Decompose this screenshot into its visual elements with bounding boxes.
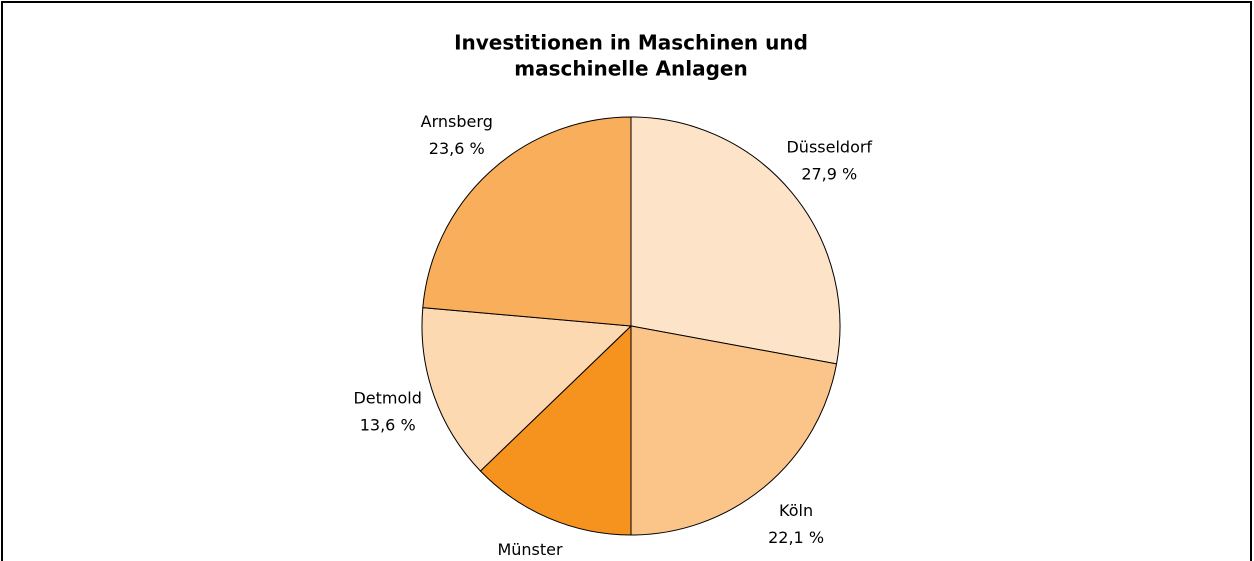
value-label: 23,6 %: [429, 139, 485, 158]
value-label: 27,9 %: [801, 164, 857, 183]
chart-title: Investitionen in Maschinen und: [454, 31, 808, 55]
pie-slice: [479, 324, 632, 536]
pie-slice: [421, 307, 633, 472]
slice-label: Köln: [779, 501, 813, 520]
value-label: 13,6 %: [360, 415, 416, 434]
value-label: 22,1 %: [768, 528, 824, 547]
slice-label: Detmold: [353, 388, 421, 407]
pie-slice: [630, 116, 841, 365]
pie-slice: [422, 116, 632, 327]
chart-title: maschinelle Anlagen: [514, 57, 747, 81]
slice-label: Münster: [497, 540, 563, 559]
slice-label: Düsseldorf: [786, 137, 872, 156]
slice-label: Arnsberg: [421, 112, 493, 131]
pie-slice: [630, 325, 838, 536]
